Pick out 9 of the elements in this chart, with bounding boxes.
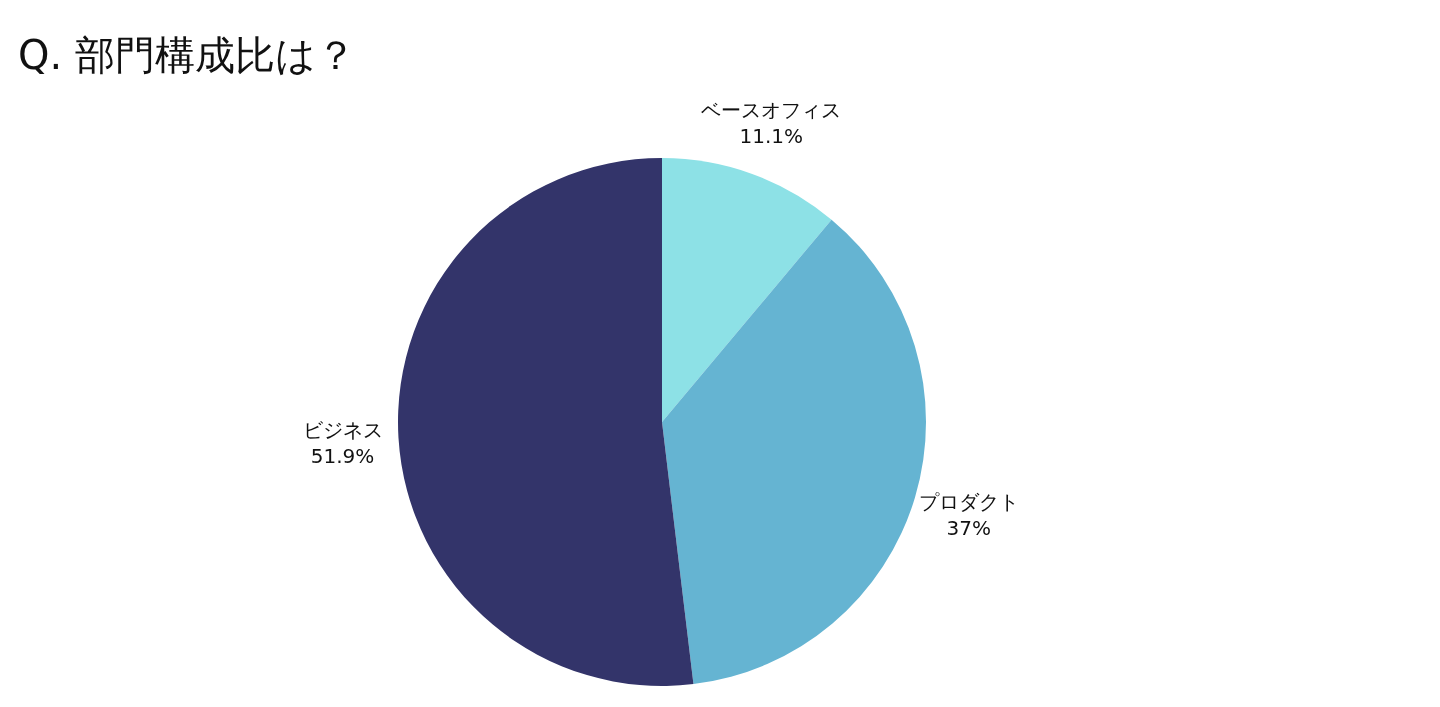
data-label: 37% xyxy=(946,516,991,541)
slice-label: ビジネス xyxy=(302,418,383,443)
pie-slice xyxy=(662,158,832,422)
pie-slice xyxy=(398,158,694,686)
chart-title: Q. 部門構成比は？ xyxy=(18,31,356,80)
data-label: 51.9% xyxy=(310,444,375,469)
data-label: 11.1% xyxy=(739,124,804,149)
slice-label: プロダクト xyxy=(918,490,1019,515)
slice-label: ベースオフィス xyxy=(701,98,842,123)
